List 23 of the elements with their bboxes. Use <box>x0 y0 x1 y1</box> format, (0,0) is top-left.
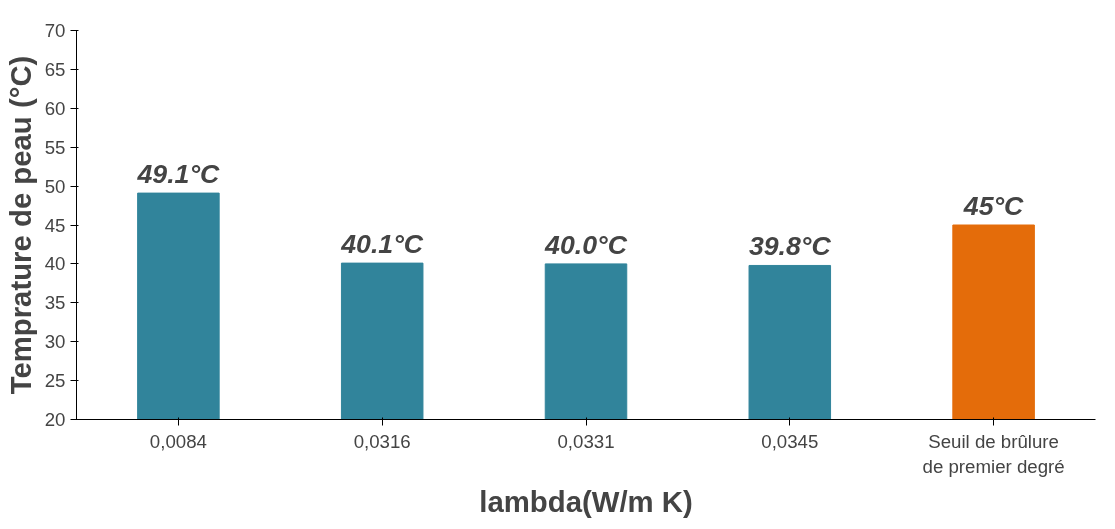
y-tick-label: 65 <box>44 58 66 80</box>
data-label: 39.8°C <box>748 231 832 262</box>
y-tick-label: 70 <box>44 20 66 41</box>
y-tick-label: 25 <box>44 370 66 392</box>
y-tick-label: 35 <box>44 292 66 314</box>
x-tick-label: 0,0316 <box>353 430 411 452</box>
x-tick-label: 0,0331 <box>557 430 615 452</box>
x-tick-label: Seuil de brûlure de premier degré <box>922 430 1065 477</box>
x-tick-label: 0,0084 <box>149 430 207 452</box>
y-tick-label: 40 <box>44 253 66 275</box>
data-label: 40.1°C <box>340 229 424 260</box>
y-tick-label: 60 <box>44 97 66 119</box>
y-tick-label: 30 <box>44 331 66 353</box>
x-axis-title: lambda(W/m K) <box>479 484 693 518</box>
data-label: 40.0°C <box>544 229 628 260</box>
y-tick-label: 50 <box>44 175 66 197</box>
y-tick-label: 55 <box>44 136 66 158</box>
y-tick-label: 45 <box>44 214 66 236</box>
y-axis-title: Temprature de peau (°C) <box>3 55 37 395</box>
y-tick-label: 20 <box>44 409 66 430</box>
x-tick-label: 0,0345 <box>761 430 819 452</box>
data-label: 45°C <box>962 191 1025 221</box>
data-label: 49.1°C <box>136 159 221 190</box>
